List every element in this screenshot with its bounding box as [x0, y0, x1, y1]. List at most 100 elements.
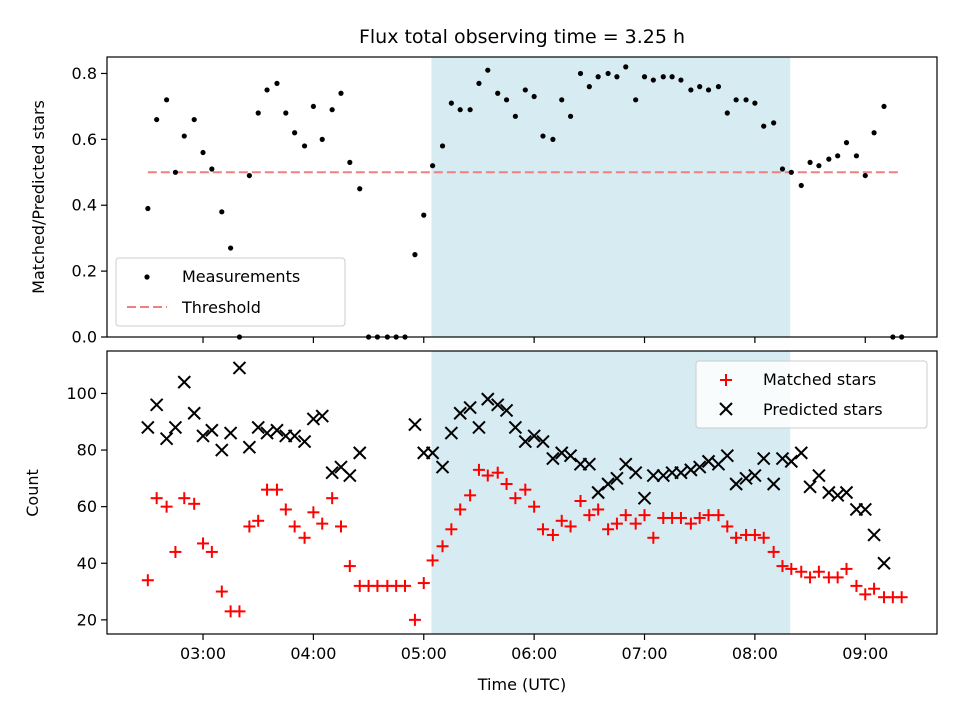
- bottom-xtick-label: 08:00: [732, 644, 778, 663]
- predicted-star-point: [343, 468, 357, 483]
- predicted-star-point: [536, 434, 550, 449]
- top-ytick-label: 0.6: [72, 130, 97, 149]
- legend-measurements-label: Measurements: [182, 267, 300, 286]
- bottom-xtick-label: 04:00: [290, 644, 336, 663]
- predicted-star-point: [325, 465, 339, 480]
- measurement-point: [246, 172, 252, 179]
- matched-star-point: [748, 528, 761, 541]
- measurement-point: [660, 74, 666, 80]
- bottom-plot-frame: [106, 350, 938, 635]
- matched-star-point: [481, 469, 494, 482]
- matched-star-point: [767, 545, 780, 558]
- measurement-point: [164, 97, 170, 103]
- predicted-star-point: [877, 556, 891, 570]
- predicted-star-point: [168, 420, 183, 435]
- matched-star-point: [326, 492, 339, 505]
- matched-star-point: [730, 531, 743, 544]
- measurement-point: [301, 143, 308, 149]
- matched-star-point: [233, 605, 246, 618]
- measurement-point: [871, 130, 877, 136]
- legend-measurements-marker: [144, 274, 150, 280]
- measurement-point: [347, 159, 353, 166]
- measurement-point: [264, 87, 270, 93]
- measurement-point: [283, 110, 289, 116]
- measurement-point: [697, 84, 703, 90]
- predicted-star-point: [472, 420, 486, 435]
- top-legend: Measurements Threshold: [115, 257, 346, 327]
- measurement-point: [862, 172, 868, 179]
- measurement-point: [881, 103, 887, 110]
- predicted-star-point: [646, 468, 661, 483]
- matched-star-point: [536, 523, 549, 536]
- bottom-ytick-label: 80: [77, 441, 97, 460]
- matched-star-point: [619, 509, 632, 522]
- predicted-star-point: [242, 440, 257, 454]
- matched-star-point: [343, 560, 356, 573]
- matched-star-point: [298, 531, 311, 544]
- predicted-star-point: [637, 491, 652, 505]
- measurement-point: [678, 77, 684, 83]
- matched-star-point: [205, 545, 218, 558]
- measurement-point: [439, 143, 446, 149]
- matched-star-point: [674, 511, 687, 524]
- predicted-star-point: [215, 443, 229, 457]
- matched-star-point: [491, 466, 504, 479]
- measurement-point: [614, 74, 620, 80]
- top-plot-frame: [106, 56, 938, 338]
- measurement-point: [181, 133, 187, 139]
- matched-star-point: [647, 531, 660, 544]
- matched-star-point: [583, 509, 596, 522]
- matched-star-point: [307, 506, 320, 519]
- matched-star-point: [243, 520, 256, 533]
- measurement-point: [429, 163, 436, 169]
- predicted-star-point: [619, 457, 633, 471]
- predicted-star-point: [297, 434, 312, 449]
- matched-star-point: [160, 500, 173, 513]
- legend-matched-label: Matched stars: [763, 370, 876, 389]
- matched-star-point: [684, 517, 697, 530]
- measurement-point: [595, 74, 601, 80]
- matched-star-point: [141, 574, 154, 587]
- measurement-point: [705, 87, 712, 93]
- predicted-star-point: [408, 417, 422, 432]
- predicted-star-point: [563, 449, 578, 463]
- matched-star-point: [334, 520, 347, 533]
- matched-star-point: [859, 588, 872, 601]
- measurement-point: [467, 107, 473, 113]
- predicted-star-point: [508, 420, 523, 435]
- bottom-xtick-label: 06:00: [511, 644, 557, 663]
- measurement-point: [172, 169, 179, 175]
- matched-star-point: [785, 562, 798, 575]
- measurement-point: [154, 116, 160, 123]
- measurement-point: [641, 74, 648, 80]
- predicted-star-point: [149, 398, 164, 412]
- matched-star-point: [895, 591, 908, 604]
- bottom-ytick-label: 40: [77, 554, 97, 573]
- bottom-xtick-label: 03:00: [180, 644, 226, 663]
- measurement-point: [650, 77, 656, 83]
- predicted-star-point: [701, 454, 716, 469]
- legend-predicted-label: Predicted stars: [763, 400, 883, 419]
- bottom-ytick-label: 20: [77, 610, 97, 629]
- matched-star-point: [602, 523, 615, 536]
- predicted-star-point: [656, 468, 670, 483]
- top-x-ticks: [202, 337, 866, 343]
- bottom-legend-box: [695, 360, 928, 429]
- measurement-point: [274, 80, 280, 86]
- predicted-star-point: [720, 449, 734, 463]
- measurement-point: [669, 74, 675, 80]
- measurement-point: [357, 186, 363, 192]
- predicted-star-point: [822, 485, 836, 500]
- matched-star-point: [417, 577, 430, 590]
- measurement-point: [522, 87, 528, 93]
- measurement-point: [605, 70, 611, 77]
- measurement-point: [826, 156, 832, 162]
- top-y-ticks: 0.0 0.2 0.4 0.6 0.8: [72, 64, 107, 347]
- predicted-star-point: [729, 477, 743, 491]
- bottom-y-ticks: 20 40 60 80 100: [66, 384, 107, 629]
- predicted-star-point: [196, 429, 210, 443]
- predicted-star-point: [223, 426, 238, 440]
- measurement-point: [191, 116, 197, 123]
- matched-star-point: [638, 509, 651, 522]
- matched-star-point: [188, 497, 201, 510]
